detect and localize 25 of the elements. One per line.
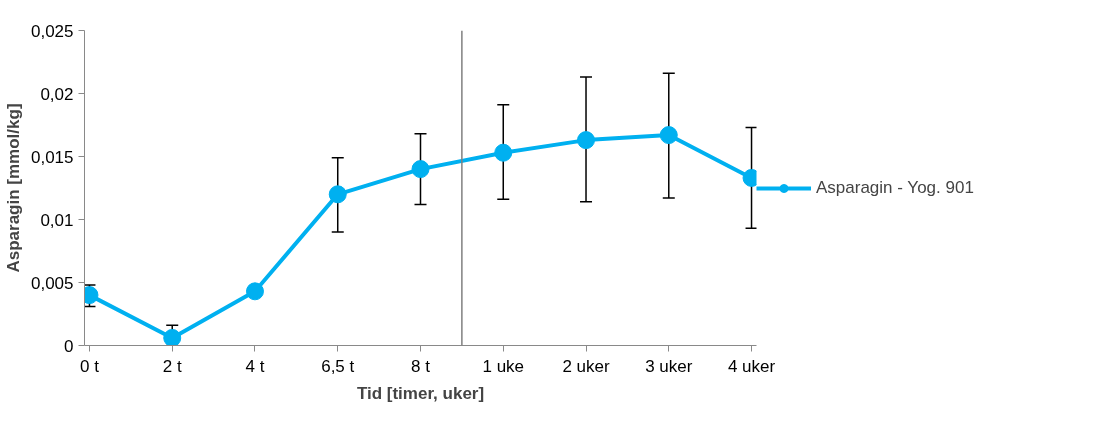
x-axis-title: Tid [timer, uker] [356,383,485,403]
y-tick-label: 0,005 [30,273,74,293]
point [411,160,430,179]
x-tick-label: 8 t [411,356,431,376]
y-tick-label: 0,02 [40,84,74,104]
point [328,185,347,204]
x-tick-label: 2 t [162,356,182,376]
point [577,131,596,150]
y-tick-label: 0,025 [30,21,74,41]
x-tick-label: 0 t [80,356,100,376]
x-tick-label: 6,5 t [321,356,355,376]
point [659,126,678,145]
x-tick-label: 1 uke [482,356,525,376]
legend-label: Asparagin - Yog. 901 [816,177,974,198]
y-tick-label: 0,015 [30,147,74,167]
x-tick-label: 4 uker [727,356,776,376]
x-tick-label: 2 uker [562,356,610,376]
y-axis-title: Asparagin [mmol/kg] [3,103,23,273]
y-tick-label: 0,01 [40,210,74,230]
x-tick-label: 3 uker [645,356,693,376]
point [163,328,182,346]
point [245,282,264,301]
y-tick-label: 0 [64,336,74,356]
point [494,143,513,162]
x-tick-label: 4 t [245,356,265,376]
